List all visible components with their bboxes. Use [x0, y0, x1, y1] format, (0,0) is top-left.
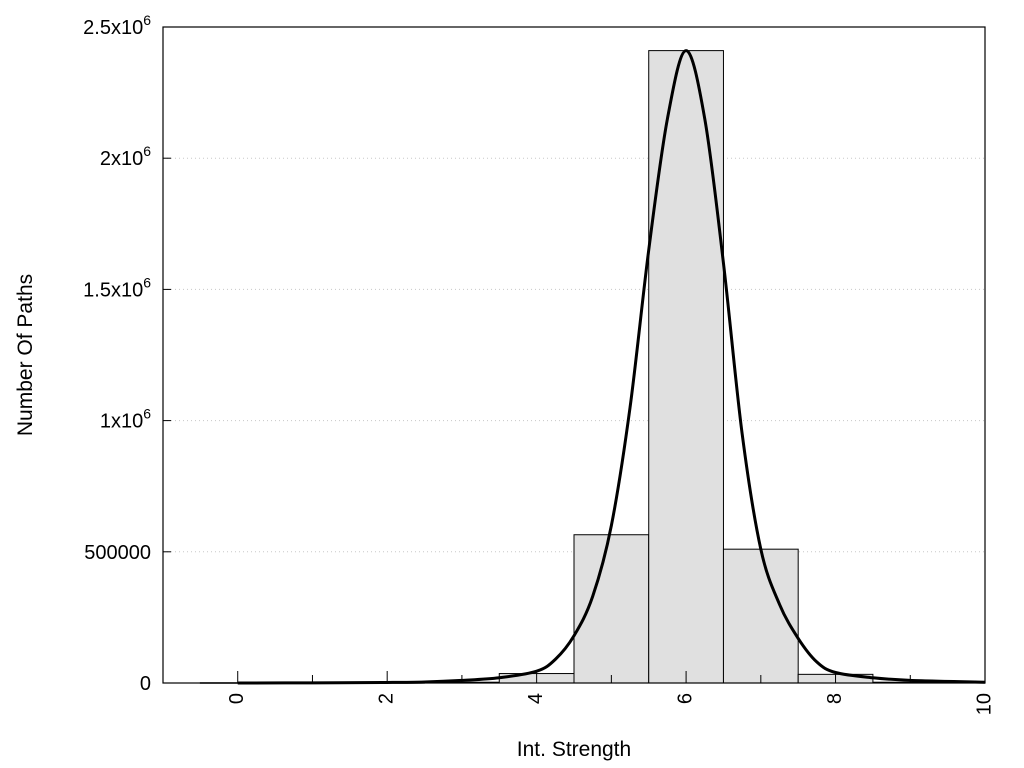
y-tick-label-2: 1x106 — [100, 406, 151, 433]
y-tick-label-base-4: 2x10 — [100, 148, 143, 170]
y-tick-label-exp-4: 6 — [143, 143, 151, 159]
y-tick-label-1: 500000 — [84, 542, 151, 564]
plot-frame — [162, 26, 986, 684]
fit-curve-group — [237, 49, 986, 685]
x-tick-label-4: 8 — [824, 693, 846, 704]
y-tick-label-4: 2x106 — [100, 143, 151, 170]
y-axis-title: Number Of Paths — [14, 274, 37, 436]
bar-5 — [573, 534, 650, 684]
x-tick-label-2: 4 — [525, 693, 547, 704]
y-tick-label-3: 1.5x106 — [83, 274, 151, 301]
x-tick-label-1: 2 — [375, 693, 397, 704]
y-tick-label-base-1: 500000 — [84, 542, 151, 564]
y-tick-label-exp-5: 6 — [143, 12, 151, 28]
bar-7 — [722, 548, 799, 684]
y-tick-label-base-2: 1x10 — [100, 411, 143, 433]
histogram-bars — [199, 50, 949, 684]
y-tick-label-5: 2.5x106 — [83, 12, 151, 39]
x-tick-label-0: 0 — [226, 693, 248, 704]
fit-curve — [237, 49, 986, 685]
grid-lines — [163, 157, 985, 553]
y-tick-label-base-5: 2.5x10 — [83, 17, 143, 39]
y-tick-label-0: 0 — [140, 673, 151, 695]
y-tick-label-exp-3: 6 — [143, 274, 151, 290]
x-tick-label-3: 6 — [674, 693, 696, 704]
x-axis-ticks: 0 2 4 6 8 10 — [226, 671, 995, 715]
y-tick-label-base-3: 1.5x10 — [83, 279, 143, 301]
y-tick-label-exp-2: 6 — [143, 406, 151, 422]
x-axis-title: Int. Strength — [517, 738, 631, 761]
x-tick-label-5: 10 — [973, 693, 995, 715]
y-tick-label-base-0: 0 — [140, 673, 151, 695]
bar-6 — [648, 50, 724, 684]
